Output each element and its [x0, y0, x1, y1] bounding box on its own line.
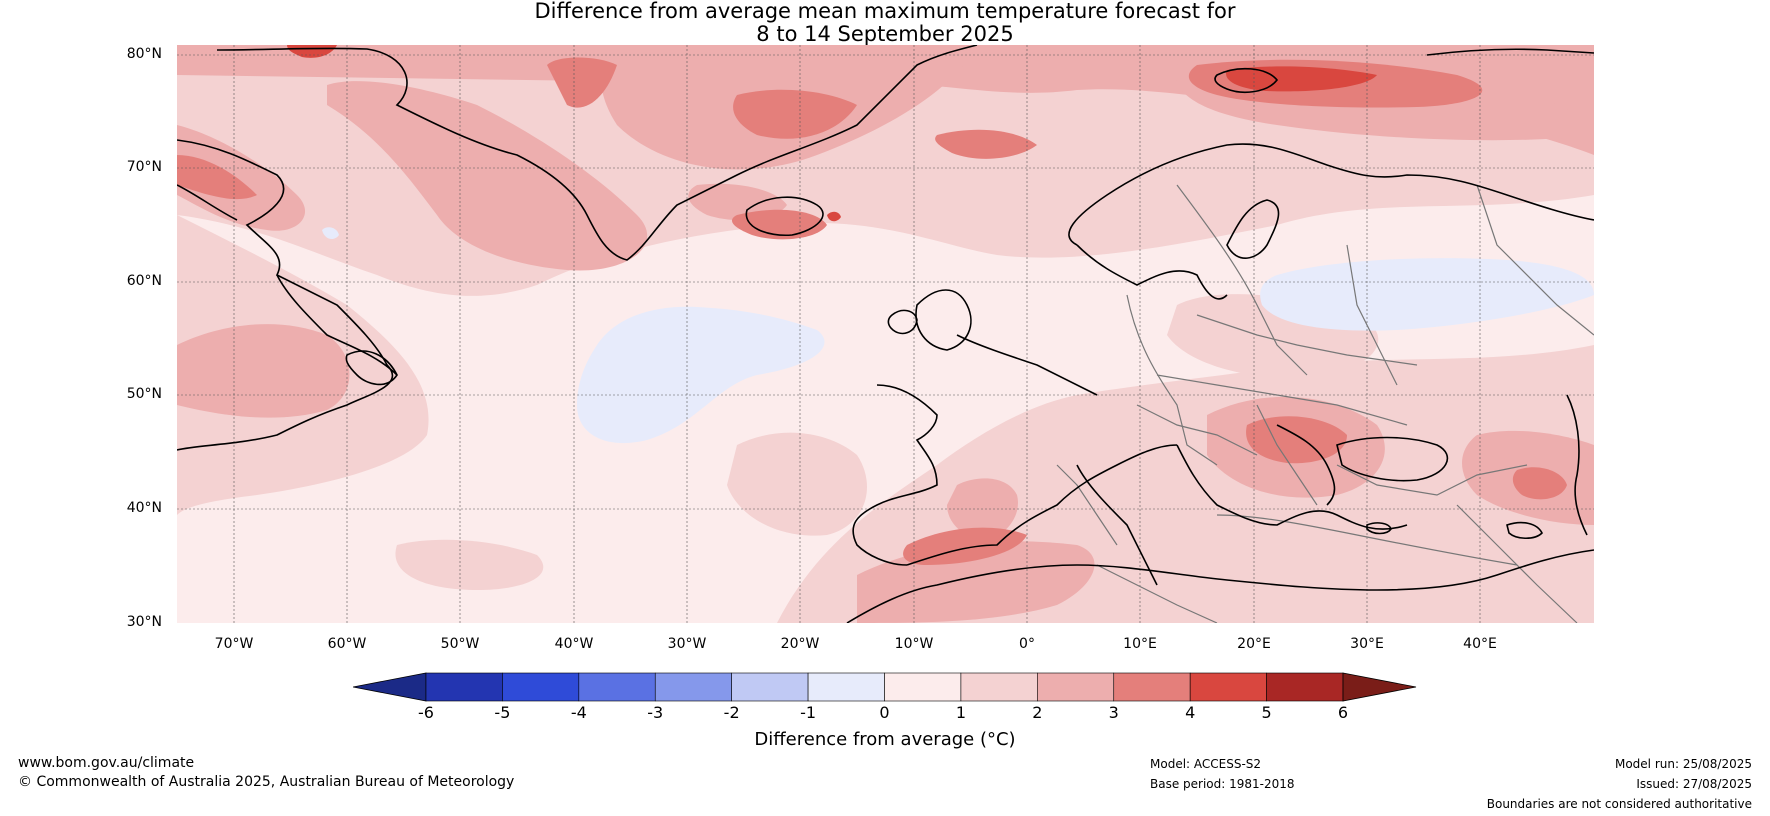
colorbar-tick-label: -1	[800, 703, 817, 722]
footer-base-period: Base period: 1981-2018	[1150, 777, 1295, 791]
lon-label-70w: 70°W	[214, 636, 254, 652]
lon-label-10w: 10°W	[894, 636, 934, 652]
colorbar-tick-label: 4	[1185, 703, 1196, 722]
colorbar-over-arrow	[1342, 672, 1417, 702]
colorbar-tick-label: 1	[955, 703, 966, 722]
lat-label-30n: 30°N	[126, 614, 162, 630]
colorbar-tick-label: -6	[418, 703, 434, 722]
colorbar-under-arrow	[353, 672, 427, 702]
coastlines	[176, 44, 1595, 624]
colorbar-tick-label: -5	[494, 703, 511, 722]
colorbar-segment	[1189, 672, 1267, 702]
colorbar-title: Difference from average (°C)	[754, 729, 1016, 750]
lon-label-20w: 20°W	[780, 636, 820, 652]
lon-label-10e: 10°E	[1123, 636, 1157, 652]
colorbar-tick-label: 5	[1261, 703, 1272, 722]
anomaly-band-3-4	[177, 57, 1567, 565]
anomaly-band-minus1-0	[322, 227, 1594, 444]
lat-label-40n: 40°N	[126, 500, 162, 516]
colorbar-segment	[884, 672, 962, 702]
colorbar-segment	[731, 672, 809, 702]
colorbar-segments	[425, 672, 1344, 702]
colorbar-tick-label: 0	[879, 703, 890, 722]
colorbar-tick-label: -3	[647, 703, 664, 722]
lon-label-60w: 60°W	[327, 636, 367, 652]
country-borders	[1056, 184, 1595, 624]
footer-issued: Issued: 27/08/2025	[1636, 777, 1752, 791]
colorbar	[353, 672, 1417, 702]
colorbar-tick-label: 2	[1032, 703, 1043, 722]
lon-label-40e: 40°E	[1463, 636, 1497, 652]
colorbar-segment	[960, 672, 1038, 702]
map-title-line-1: Difference from average mean maximum tem…	[534, 0, 1236, 23]
lon-label-30w: 30°W	[667, 636, 707, 652]
colorbar-segment	[1266, 672, 1344, 702]
lon-label-40w: 40°W	[554, 636, 594, 652]
lat-label-60n: 60°N	[126, 273, 162, 289]
colorbar-segment	[502, 672, 580, 702]
map-canvas	[176, 44, 1595, 624]
colorbar-segment	[1037, 672, 1115, 702]
colorbar-tick-label: 6	[1337, 703, 1349, 722]
footer-copyright: © Commonwealth of Australia 2025, Austra…	[18, 774, 515, 790]
colorbar-tick-label: -4	[570, 703, 587, 722]
colorbar-segment	[1113, 672, 1191, 702]
colorbar-tick-label: 3	[1108, 703, 1119, 722]
colorbar-segment	[654, 672, 732, 702]
colorbar-tick-label: -2	[723, 703, 740, 722]
lat-label-70n: 70°N	[126, 159, 162, 175]
footer-model-run: Model run: 25/08/2025	[1614, 757, 1752, 771]
colorbar-segment	[425, 672, 503, 702]
footer-website-link[interactable]: www.bom.gov.au/climate	[18, 755, 195, 771]
footer-disclaimer: Boundaries are not considered authoritat…	[1486, 797, 1752, 811]
lon-label-30e: 30°E	[1350, 636, 1384, 652]
lon-label-20e: 20°E	[1237, 636, 1271, 652]
lat-label-80n: 80°N	[126, 46, 162, 62]
lat-label-50n: 50°N	[126, 386, 162, 402]
colorbar-segment	[807, 672, 885, 702]
colorbar-segment	[578, 672, 656, 702]
map-title-line-2: 8 to 14 September 2025	[756, 22, 1014, 46]
map-gridlines	[177, 45, 1594, 623]
footer-model: Model: ACCESS-S2	[1150, 757, 1262, 771]
lon-label-0: 0°	[1019, 636, 1035, 652]
lon-label-50w: 50°W	[440, 636, 480, 652]
forecast-map	[176, 44, 1595, 624]
